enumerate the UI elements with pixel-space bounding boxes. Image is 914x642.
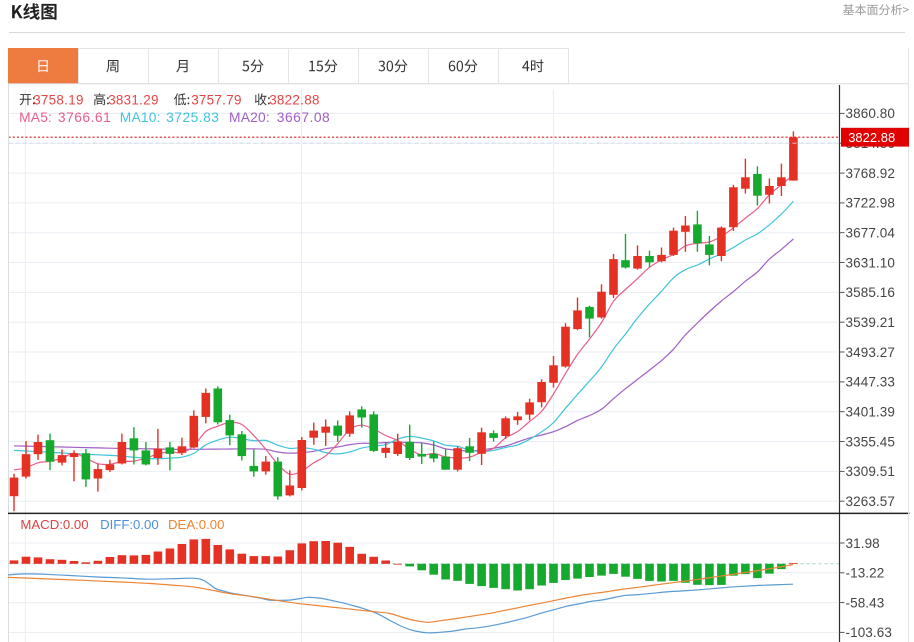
- svg-text:3667.08: 3667.08: [277, 110, 330, 125]
- svg-text:DIFF:0.00: DIFF:0.00: [100, 517, 159, 532]
- svg-text:31.98: 31.98: [846, 536, 880, 551]
- svg-text:3539.21: 3539.21: [846, 315, 896, 330]
- svg-text:3631.10: 3631.10: [846, 255, 896, 270]
- svg-text:-13.22: -13.22: [846, 566, 885, 581]
- svg-text:DEA:0.00: DEA:0.00: [168, 517, 224, 532]
- svg-text:3831.29: 3831.29: [108, 92, 159, 107]
- svg-text:-58.43: -58.43: [846, 595, 885, 610]
- svg-text:-103.63: -103.63: [846, 625, 893, 640]
- svg-text:3401.39: 3401.39: [846, 405, 896, 420]
- svg-text:3766.61: 3766.61: [58, 110, 111, 125]
- svg-text:MACD:0.00: MACD:0.00: [20, 517, 88, 532]
- svg-text:3585.16: 3585.16: [846, 285, 896, 300]
- svg-text:3822.88: 3822.88: [269, 92, 320, 107]
- svg-text:3768.92: 3768.92: [846, 166, 896, 181]
- svg-text:3309.51: 3309.51: [846, 464, 896, 479]
- svg-text:3355.45: 3355.45: [846, 434, 896, 449]
- svg-text:3447.33: 3447.33: [846, 375, 896, 390]
- svg-text:3757.79: 3757.79: [191, 92, 242, 107]
- svg-text:MA5:: MA5:: [19, 110, 52, 125]
- svg-text:3758.19: 3758.19: [33, 92, 84, 107]
- svg-text:3677.04: 3677.04: [846, 226, 896, 241]
- svg-text:3493.27: 3493.27: [846, 345, 896, 360]
- svg-text:3860.80: 3860.80: [846, 106, 896, 121]
- svg-text:3822.88: 3822.88: [848, 130, 895, 145]
- svg-text:MA20:: MA20:: [229, 110, 270, 125]
- svg-text:3722.98: 3722.98: [846, 196, 896, 211]
- svg-text:3263.57: 3263.57: [846, 494, 896, 509]
- svg-text:3725.83: 3725.83: [166, 110, 219, 125]
- svg-text:MA10:: MA10:: [120, 110, 161, 125]
